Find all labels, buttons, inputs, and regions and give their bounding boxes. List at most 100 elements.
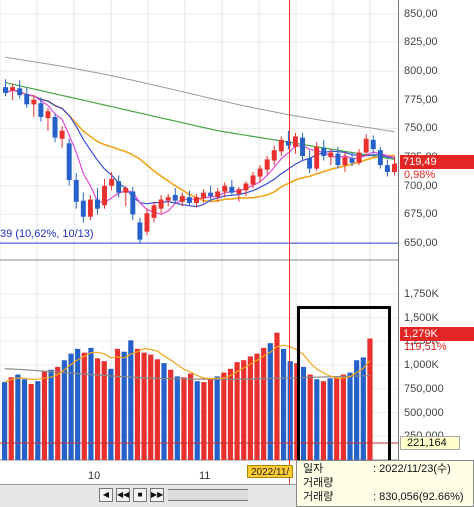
candle-body bbox=[109, 178, 115, 186]
candle-body bbox=[45, 111, 51, 119]
volume-bar bbox=[114, 348, 121, 460]
volume-bar bbox=[194, 381, 200, 460]
candle-body bbox=[342, 157, 348, 166]
candle-body bbox=[229, 186, 235, 193]
volume-ma-line bbox=[4, 368, 370, 380]
candle-body bbox=[236, 189, 242, 194]
volume-bar bbox=[320, 381, 327, 460]
tooltip-date-value: : 2022/11/23(수) bbox=[373, 463, 451, 475]
volume-bar bbox=[227, 368, 234, 460]
price-tick-label: 750,00 bbox=[404, 122, 438, 135]
volume-bar bbox=[134, 348, 141, 460]
candle-body bbox=[278, 139, 284, 152]
volume-bar bbox=[48, 369, 54, 460]
volume-bar bbox=[21, 379, 28, 460]
candle-body bbox=[377, 150, 383, 166]
candle-body bbox=[38, 103, 44, 117]
candle-body bbox=[179, 196, 185, 202]
volume-bar bbox=[181, 377, 187, 460]
volume-bar bbox=[334, 377, 340, 460]
candle-body bbox=[243, 183, 249, 191]
candle-body bbox=[271, 150, 277, 161]
candle-body bbox=[193, 197, 199, 203]
volume-tick-label: 1,750K bbox=[404, 287, 439, 300]
current-price-badge: 719,49 bbox=[400, 155, 474, 169]
price-volume-chart[interactable] bbox=[0, 0, 474, 484]
candle-body bbox=[66, 143, 72, 181]
volume-bar bbox=[55, 366, 61, 460]
candle-body bbox=[215, 191, 221, 198]
crosshair-vertical-line bbox=[289, 0, 290, 484]
volume-average-badge: 221,164 bbox=[400, 436, 460, 450]
candle-body bbox=[264, 159, 270, 170]
volume-tick-label: 500,000 bbox=[404, 406, 444, 419]
ma120-line bbox=[5, 56, 395, 133]
volume-bar bbox=[214, 376, 220, 460]
volume-bar bbox=[207, 378, 214, 460]
volume-bar bbox=[267, 343, 273, 460]
candle-body bbox=[300, 137, 306, 156]
x-axis-label-nov: 11 bbox=[199, 470, 211, 482]
candle-body bbox=[250, 175, 256, 185]
prev-button[interactable]: ◀ bbox=[99, 488, 113, 502]
volume-bar bbox=[294, 363, 300, 460]
data-tooltip: 일자 : 2022/11/23(수) 거래량 거래량 : 830,056(92.… bbox=[296, 460, 474, 507]
candle-body bbox=[52, 116, 58, 138]
candle-body bbox=[10, 87, 16, 91]
candle-body bbox=[186, 197, 192, 203]
price-tick-label: 850,00 bbox=[404, 7, 438, 20]
zoom-scroll-track[interactable] bbox=[168, 489, 248, 501]
volume-bar bbox=[121, 351, 127, 460]
candle-body bbox=[130, 191, 136, 215]
volume-bar bbox=[307, 374, 313, 460]
candle-body bbox=[356, 152, 362, 163]
volume-bar bbox=[281, 348, 287, 460]
current-volume-ratio: 119,51% bbox=[404, 341, 447, 353]
candle-body bbox=[123, 188, 129, 193]
candle-body bbox=[307, 158, 313, 169]
candle-body bbox=[314, 146, 320, 169]
volume-bar bbox=[254, 353, 260, 460]
candle-body bbox=[73, 180, 79, 202]
tooltip-volume-value: : 830,056(92.66%) bbox=[373, 491, 464, 503]
volume-bar bbox=[28, 384, 34, 460]
candle-body bbox=[391, 163, 397, 172]
candle-body bbox=[151, 205, 157, 218]
current-change-label: 0,98% bbox=[404, 169, 436, 181]
volume-bar bbox=[75, 348, 81, 460]
candle-body bbox=[31, 99, 37, 105]
volume-bar bbox=[201, 382, 207, 460]
volume-bar bbox=[241, 360, 247, 460]
volume-bar bbox=[314, 379, 320, 460]
tooltip-volume-label: 거래량 bbox=[303, 491, 334, 503]
candle-body bbox=[3, 87, 9, 93]
ma5-line bbox=[5, 89, 395, 216]
candle-body bbox=[144, 213, 150, 232]
candle-body bbox=[80, 200, 86, 217]
volume-bar bbox=[35, 381, 41, 460]
volume-bar bbox=[354, 360, 360, 460]
volume-bar bbox=[168, 369, 174, 460]
stop-button[interactable]: ■ bbox=[133, 488, 147, 502]
candle-body bbox=[208, 192, 214, 197]
ma20-line bbox=[5, 89, 395, 203]
volume-bar bbox=[340, 374, 346, 460]
volume-tick-label: 750,000 bbox=[404, 382, 444, 395]
candle-body bbox=[172, 194, 178, 201]
volume-bar bbox=[261, 347, 267, 460]
price-tick-label: 800,00 bbox=[404, 65, 438, 78]
volume-bar bbox=[148, 354, 154, 460]
rewind-button[interactable]: ◀◀ bbox=[116, 488, 130, 502]
candle-body bbox=[349, 158, 355, 163]
volume-bar bbox=[41, 371, 48, 460]
volume-bar bbox=[61, 360, 67, 460]
volume-bar bbox=[81, 352, 87, 460]
candle-body bbox=[321, 147, 327, 156]
price-tick-label: 700,00 bbox=[404, 179, 438, 192]
volume-bar bbox=[2, 382, 8, 460]
price-axis-panel bbox=[398, 0, 474, 460]
volume-bar bbox=[367, 338, 373, 460]
play-button[interactable]: ▶▶ bbox=[150, 488, 164, 502]
volume-bar bbox=[234, 362, 240, 460]
